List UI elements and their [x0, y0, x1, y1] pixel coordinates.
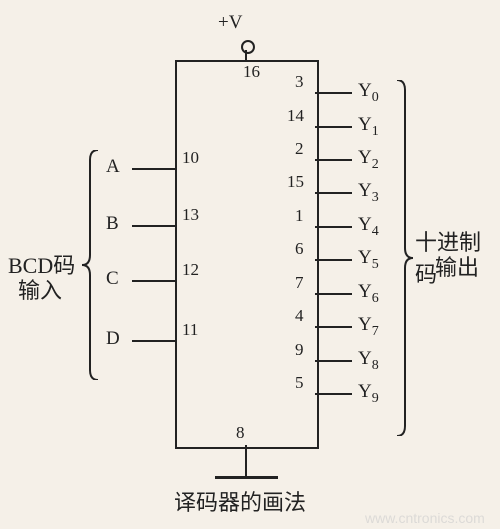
output-label-2: 输出 — [435, 250, 479, 282]
output-pin-num: 15 — [287, 172, 304, 192]
pin-line — [315, 226, 352, 228]
left-brace — [82, 150, 100, 380]
right-brace — [395, 80, 413, 436]
output-pin-name: Y3 — [358, 180, 379, 206]
input-pin-num: 11 — [182, 320, 198, 340]
input-pin-name: A — [106, 156, 120, 178]
output-pin-name: Y6 — [358, 281, 379, 307]
output-pin-num: 7 — [295, 273, 304, 293]
output-pin-num: 2 — [295, 139, 304, 159]
input-pin-name: D — [106, 328, 120, 350]
output-pin-name: Y8 — [358, 348, 379, 374]
output-pin-name: Y0 — [358, 80, 379, 106]
pin-line — [315, 126, 352, 128]
pin-line — [315, 393, 352, 395]
pin-line — [315, 159, 352, 161]
supply-label: +V — [218, 12, 242, 34]
pin-line — [315, 192, 352, 194]
pin-line — [315, 259, 352, 261]
input-pin-name: C — [106, 268, 119, 290]
input-label-2: 输入 — [18, 273, 62, 305]
output-pin-name: Y7 — [358, 314, 379, 340]
supply-line — [245, 50, 247, 60]
input-pin-num: 10 — [182, 148, 199, 168]
output-pin-num: 1 — [295, 206, 304, 226]
pin-16-num: 16 — [243, 62, 260, 82]
ground-bar — [215, 476, 278, 479]
input-pin-num: 12 — [182, 260, 199, 280]
pin-line — [315, 326, 352, 328]
output-pin-name: Y4 — [358, 214, 379, 240]
output-pin-name: Y9 — [358, 381, 379, 407]
input-pin-num: 13 — [182, 205, 199, 225]
pin-8-num: 8 — [236, 423, 245, 443]
output-pin-name: Y5 — [358, 247, 379, 273]
pin-line — [132, 280, 175, 282]
pin-line — [315, 92, 352, 94]
output-pin-num: 6 — [295, 239, 304, 259]
output-pin-num: 9 — [295, 340, 304, 360]
output-pin-num: 4 — [295, 306, 304, 326]
caption: 译码器的画法 — [174, 485, 306, 517]
output-pin-num: 3 — [295, 72, 304, 92]
supply-circle — [241, 40, 255, 54]
pin-line — [315, 360, 352, 362]
pin-line — [132, 225, 175, 227]
ground-line — [245, 445, 247, 476]
output-pin-num: 14 — [287, 106, 304, 126]
output-pin-name: Y1 — [358, 114, 379, 140]
output-pin-name: Y2 — [358, 147, 379, 173]
pin-line — [132, 168, 175, 170]
pin-line — [315, 293, 352, 295]
input-pin-name: B — [106, 213, 119, 235]
pin-line — [132, 340, 175, 342]
output-pin-num: 5 — [295, 373, 304, 393]
watermark: www.cntronics.com — [365, 510, 485, 526]
